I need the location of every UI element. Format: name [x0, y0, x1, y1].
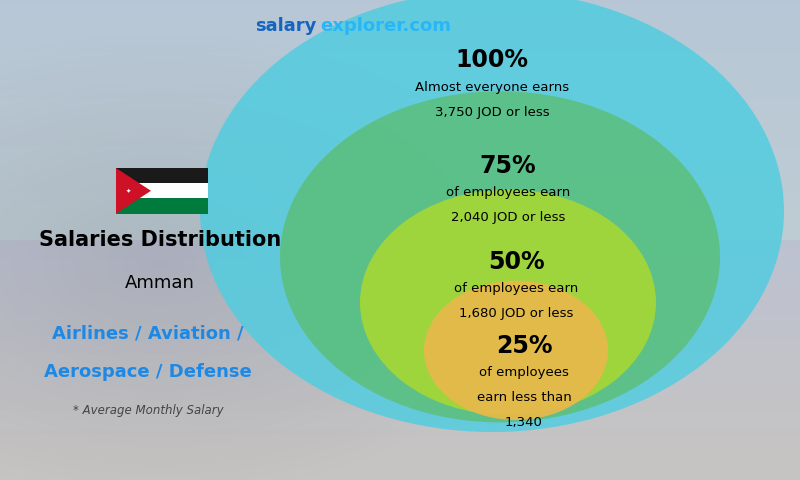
Text: Salaries Distribution: Salaries Distribution — [39, 230, 281, 250]
Text: * Average Monthly Salary: * Average Monthly Salary — [73, 404, 223, 417]
Text: earn less than: earn less than — [477, 391, 571, 404]
Text: 75%: 75% — [480, 154, 536, 178]
Text: Aerospace / Defense: Aerospace / Defense — [44, 363, 252, 381]
Text: 100%: 100% — [455, 48, 529, 72]
Ellipse shape — [200, 0, 784, 432]
FancyBboxPatch shape — [116, 168, 208, 183]
Text: 1,340: 1,340 — [505, 416, 543, 429]
Text: 50%: 50% — [488, 250, 544, 274]
Text: 3,750 JOD or less: 3,750 JOD or less — [434, 106, 550, 119]
FancyBboxPatch shape — [116, 183, 208, 198]
Text: of employees: of employees — [479, 366, 569, 379]
Ellipse shape — [360, 190, 656, 415]
Text: of employees earn: of employees earn — [454, 282, 578, 295]
FancyBboxPatch shape — [116, 198, 208, 214]
Text: Airlines / Aviation /: Airlines / Aviation / — [52, 324, 244, 343]
Text: salary: salary — [254, 17, 316, 35]
Polygon shape — [116, 168, 151, 214]
Text: Almost everyone earns: Almost everyone earns — [415, 81, 569, 94]
Text: 2,040 JOD or less: 2,040 JOD or less — [451, 211, 565, 224]
Text: 25%: 25% — [496, 334, 552, 358]
Text: explorer.com: explorer.com — [320, 17, 451, 35]
Text: ✦: ✦ — [126, 188, 131, 193]
Text: of employees earn: of employees earn — [446, 186, 570, 199]
Ellipse shape — [424, 281, 608, 420]
Ellipse shape — [280, 91, 720, 422]
Text: Amman: Amman — [125, 274, 195, 292]
Text: 1,680 JOD or less: 1,680 JOD or less — [459, 307, 573, 320]
